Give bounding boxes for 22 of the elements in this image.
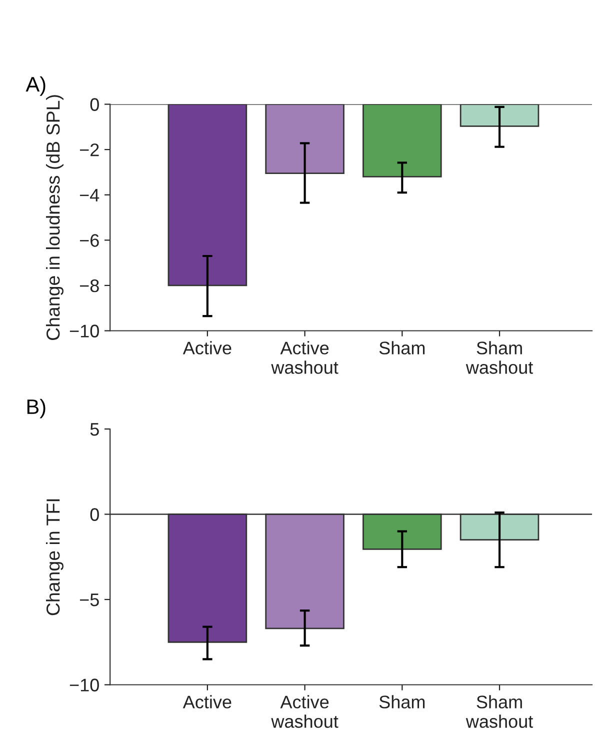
x-tick-label: Active — [182, 341, 232, 354]
y-tick-label: −6 — [80, 234, 99, 247]
y-axis-title: Change in TFI — [46, 499, 64, 616]
y-tick-label: 0 — [90, 508, 99, 521]
x-tick-label: Active washout — [271, 695, 338, 728]
x-tick-label: Sham — [379, 341, 425, 354]
x-tick-label: Active — [182, 695, 232, 708]
y-axis-title: Change in loudness (dB SPL) — [46, 95, 64, 340]
y-tick-label: 5 — [90, 423, 99, 436]
chart-title: A) — [26, 76, 46, 96]
x-tick-label: Sham washout — [466, 695, 534, 728]
y-tick-label: −8 — [80, 279, 99, 292]
y-tick-label: −10 — [70, 324, 99, 338]
y-tick-label: −4 — [80, 188, 100, 202]
y-tick-label: 0 — [90, 98, 99, 111]
y-tick-label: −5 — [80, 594, 99, 606]
y-tick-label: −2 — [80, 143, 99, 156]
x-tick-label: Active washout — [271, 341, 338, 374]
x-tick-label: Sham washout — [466, 341, 534, 374]
y-tick-label: −10 — [70, 678, 99, 692]
x-tick-label: Sham — [379, 695, 425, 708]
chart-title: B) — [27, 398, 46, 418]
